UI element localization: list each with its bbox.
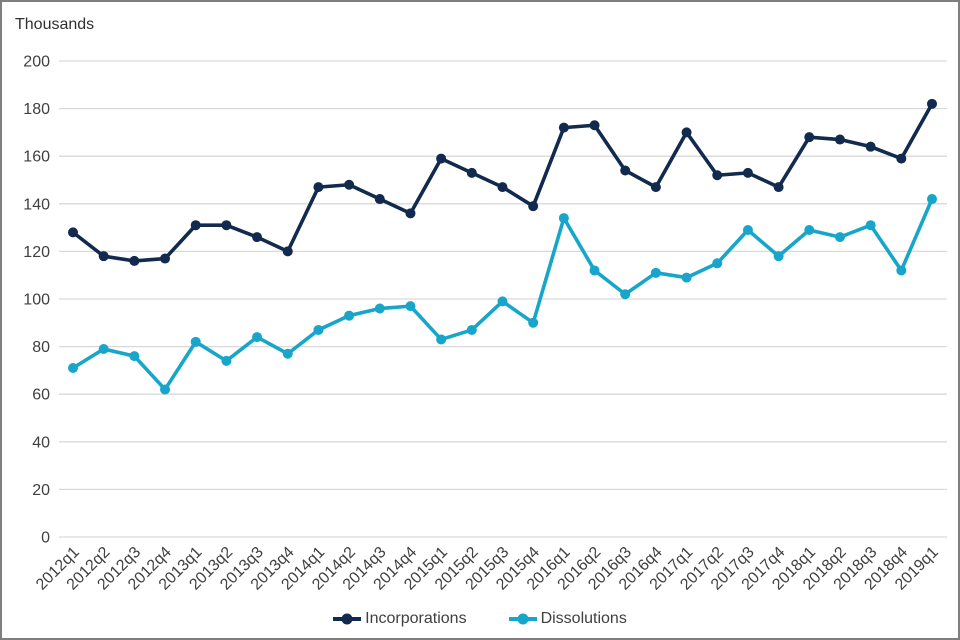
data-point-dissolutions-2012q2: [98, 343, 109, 354]
data-point-incorporations-2018q4: [896, 153, 907, 164]
data-point-incorporations-2016q3: [620, 165, 631, 176]
dissolutions-line-marker: [508, 613, 537, 625]
data-point-incorporations-2017q1: [681, 127, 692, 138]
data-point-dissolutions-2019q1: [927, 194, 937, 205]
y-tick-label: 120: [23, 244, 50, 261]
data-point-dissolutions-2018q1: [804, 224, 815, 235]
y-tick-label: 40: [32, 434, 50, 451]
data-point-dissolutions-2017q1: [681, 272, 692, 283]
data-point-incorporations-2014q2: [344, 179, 355, 190]
data-point-incorporations-2012q4: [160, 253, 171, 264]
y-tick-label: 100: [23, 292, 50, 309]
y-tick-label: 0: [41, 530, 50, 547]
data-point-dissolutions-2017q3: [742, 224, 753, 235]
incorporations-dot-icon: [341, 613, 353, 625]
dissolutions-dot-icon: [517, 613, 529, 625]
y-tick-label: 140: [23, 196, 50, 213]
data-point-dissolutions-2016q2: [589, 265, 600, 276]
data-point-dissolutions-2014q1: [313, 324, 324, 335]
data-point-incorporations-2017q3: [742, 167, 753, 178]
data-point-dissolutions-2014q3: [374, 303, 385, 314]
data-point-dissolutions-2013q4: [282, 348, 293, 359]
data-point-dissolutions-2013q1: [190, 336, 201, 347]
data-point-dissolutions-2016q1: [558, 213, 569, 224]
y-tick-label: 200: [23, 54, 50, 71]
data-point-incorporations-2013q3: [252, 232, 263, 243]
legend-item-dissolutions: Dissolutions: [508, 610, 627, 628]
data-point-dissolutions-2018q3: [865, 220, 876, 231]
data-point-dissolutions-2015q3: [497, 296, 508, 307]
data-point-incorporations-2019q1: [927, 98, 937, 109]
data-point-dissolutions-2016q4: [650, 267, 661, 278]
y-axis-title: Thousands: [15, 16, 95, 33]
data-point-incorporations-2016q2: [589, 120, 600, 131]
data-point-dissolutions-2012q4: [160, 384, 171, 395]
y-tick-label: 60: [32, 387, 50, 404]
y-tick-label: 180: [23, 101, 50, 118]
data-point-incorporations-2015q4: [528, 201, 539, 212]
data-point-incorporations-2015q1: [436, 153, 447, 164]
data-point-dissolutions-2018q2: [834, 232, 845, 243]
data-point-dissolutions-2017q4: [773, 251, 784, 262]
data-point-dissolutions-2015q1: [436, 334, 447, 345]
data-point-incorporations-2016q4: [650, 182, 661, 193]
data-point-incorporations-2013q4: [282, 246, 293, 257]
data-point-incorporations-2016q1: [558, 122, 569, 133]
data-point-dissolutions-2014q2: [344, 310, 355, 321]
data-point-dissolutions-2016q3: [620, 289, 631, 300]
data-point-incorporations-2017q4: [773, 182, 784, 193]
data-point-incorporations-2018q3: [865, 141, 876, 152]
data-point-incorporations-2014q4: [405, 208, 416, 219]
data-point-dissolutions-2015q4: [528, 317, 539, 328]
data-point-dissolutions-2015q2: [466, 324, 477, 335]
data-point-dissolutions-2013q3: [252, 332, 263, 343]
data-point-dissolutions-2018q4: [896, 265, 907, 276]
data-point-dissolutions-2017q2: [712, 258, 723, 269]
data-point-dissolutions-2014q4: [405, 301, 416, 312]
y-tick-label: 160: [23, 149, 50, 166]
y-tick-label: 20: [32, 482, 50, 499]
data-point-incorporations-2017q2: [712, 170, 723, 181]
data-point-dissolutions-2013q2: [221, 355, 232, 366]
data-point-dissolutions-2012q3: [129, 351, 140, 362]
data-point-incorporations-2018q1: [804, 132, 815, 143]
legend: Incorporations Dissolutions: [2, 610, 958, 628]
data-point-incorporations-2014q1: [313, 182, 324, 193]
data-point-incorporations-2013q2: [221, 220, 232, 231]
legend-label-incorporations: Incorporations: [365, 610, 467, 627]
data-point-incorporations-2012q1: [68, 227, 78, 238]
data-point-incorporations-2014q3: [374, 194, 385, 205]
y-tick-label: 80: [32, 339, 50, 356]
incorporations-line-marker: [333, 613, 362, 625]
data-point-incorporations-2012q2: [98, 251, 109, 262]
series-line-dissolutions: [71, 197, 934, 392]
data-point-incorporations-2013q1: [190, 220, 201, 231]
data-point-incorporations-2015q2: [466, 167, 477, 178]
legend-label-dissolutions: Dissolutions: [540, 610, 627, 627]
data-point-dissolutions-2012q1: [68, 363, 78, 374]
legend-item-incorporations: Incorporations: [333, 610, 467, 628]
data-point-incorporations-2012q3: [129, 255, 140, 266]
data-point-incorporations-2018q2: [834, 134, 845, 145]
data-point-incorporations-2015q3: [497, 182, 508, 193]
